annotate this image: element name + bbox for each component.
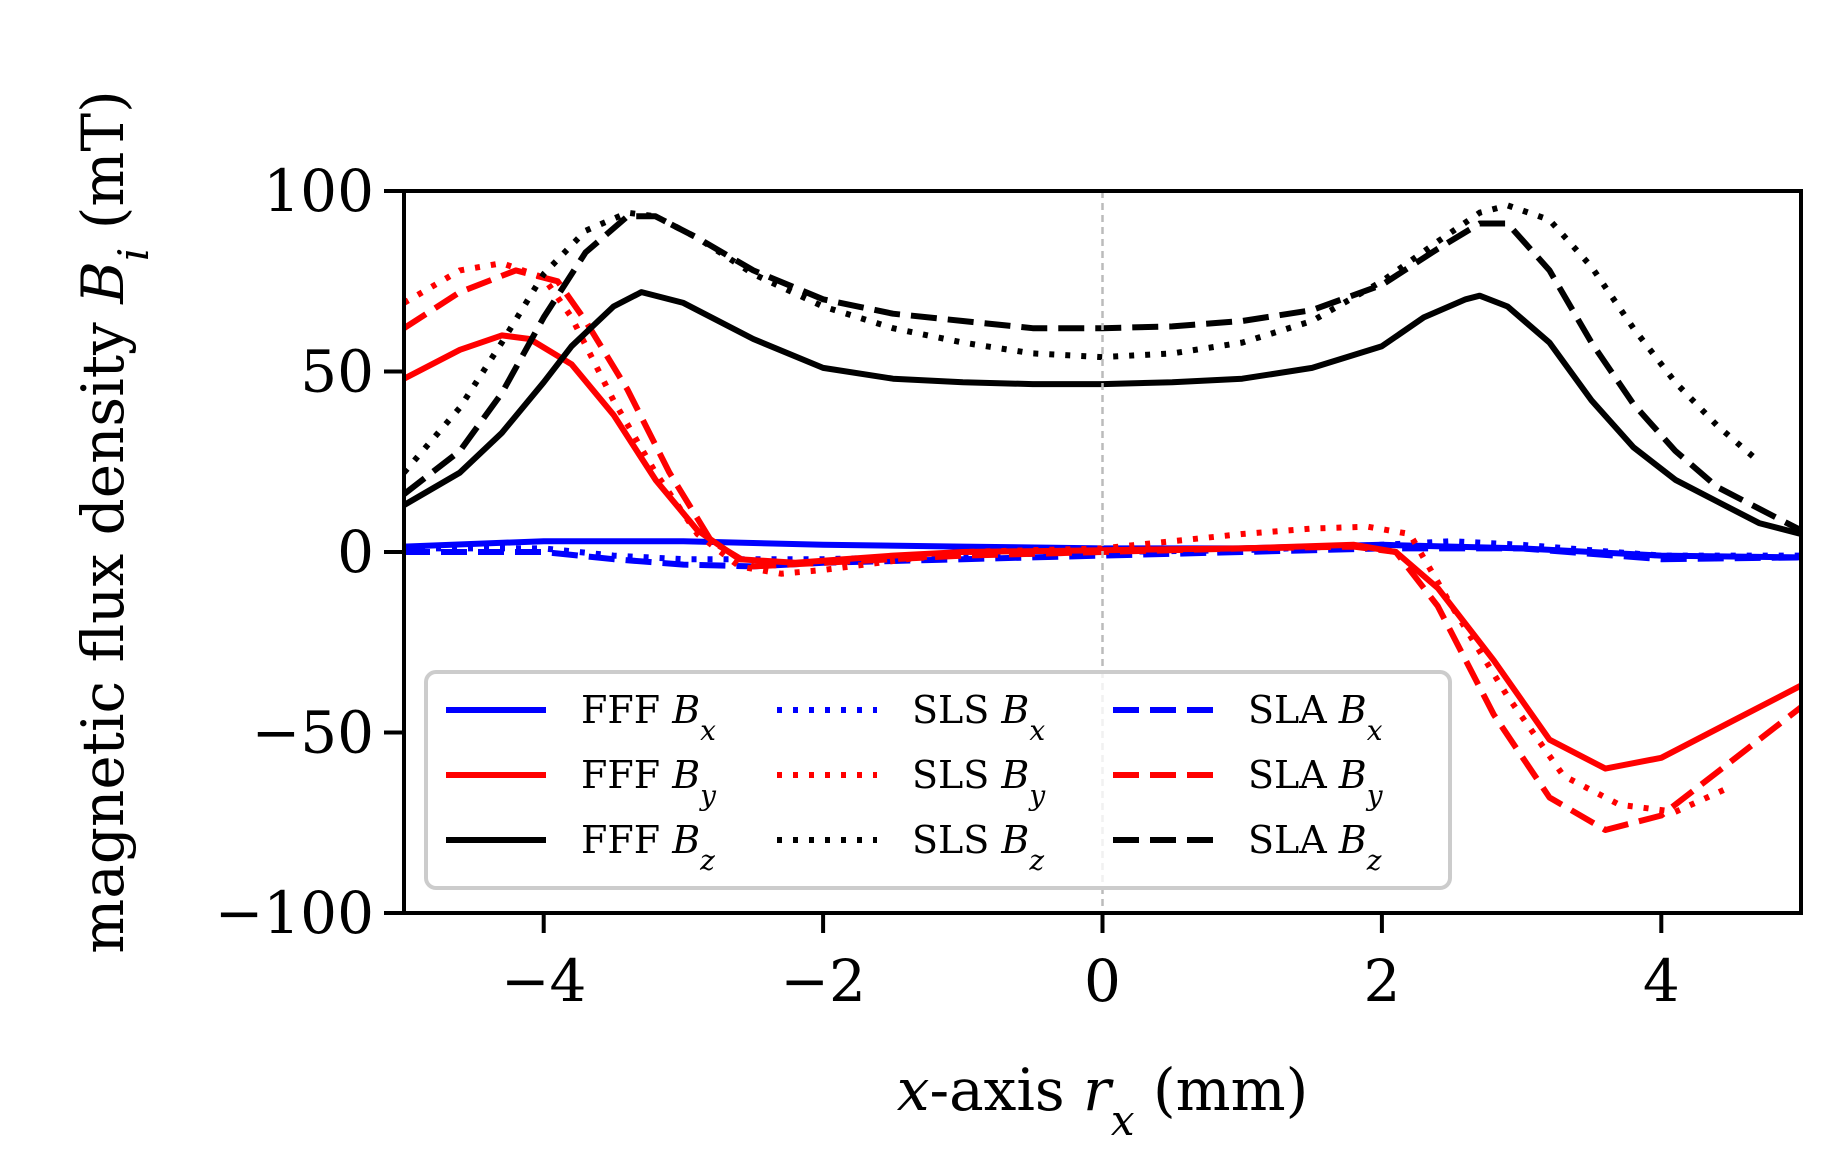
series-line-sla-by xyxy=(404,267,1801,833)
x-tick-label: 2 xyxy=(1363,947,1400,1015)
series-line-sla-bx xyxy=(404,545,1801,570)
series-line-fff-by xyxy=(404,332,1801,772)
legend-label: SLS Bz xyxy=(912,818,1044,877)
legend-label: SLS By xyxy=(912,753,1046,812)
x-axis-title: x-axis rx (mm) xyxy=(897,1056,1308,1145)
y-tick-label: −50 xyxy=(252,699,374,767)
x-tick-label: −2 xyxy=(780,947,866,1015)
legend-label: SLA Bx xyxy=(1248,688,1383,747)
x-tick-label: 4 xyxy=(1643,947,1680,1015)
legend-label: FFF Bz xyxy=(581,818,715,877)
axes-layer: −4 −2 0 2 4 −100 −50 0 50 100 xyxy=(215,157,1803,1015)
y-axis-title: magnetic flux density Bi (mT) xyxy=(69,90,158,953)
y-tick-label: 50 xyxy=(300,338,374,406)
y-tick-label: 0 xyxy=(337,518,374,586)
legend-label: FFF Bx xyxy=(581,688,716,747)
legend-label: SLA By xyxy=(1248,753,1384,812)
y-tick-label: 100 xyxy=(263,157,374,225)
series-line-sls-bz xyxy=(404,202,1762,475)
x-tick-label: −4 xyxy=(501,947,587,1015)
series-layer xyxy=(404,202,1801,833)
series-line-sla-bz xyxy=(404,213,1801,533)
legend-label: SLA Bz xyxy=(1248,818,1382,877)
y-tick-label: −100 xyxy=(215,879,374,947)
legend-box xyxy=(424,670,1452,890)
x-tick-label: 0 xyxy=(1084,947,1121,1015)
legend-label: FFF By xyxy=(581,753,717,812)
series-line-fff-bz xyxy=(404,289,1801,537)
legend-label: SLS Bx xyxy=(912,688,1045,747)
legend: FFF Bx FFF By FFF Bz SLS Bx SLS By SLS Bz SLA … xyxy=(424,670,1452,890)
series-line-sls-bx xyxy=(404,538,1801,563)
